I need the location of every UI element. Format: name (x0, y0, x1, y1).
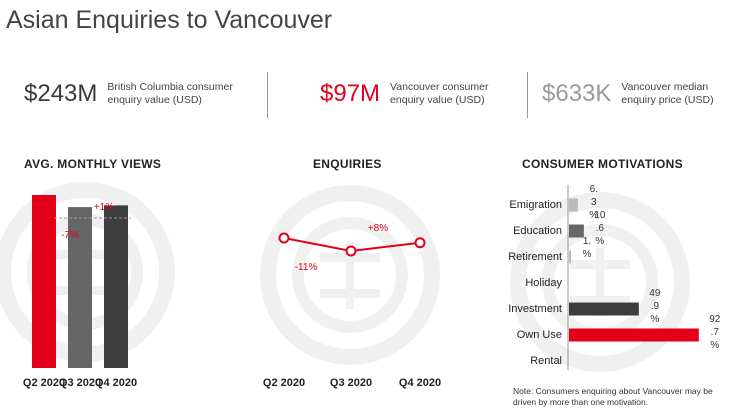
enquiries-chart-title: ENQUIRIES (313, 157, 382, 171)
motivation-value-part: 1. (582, 236, 592, 247)
views-change-label: +1% (94, 202, 114, 213)
motivation-category-label: Investment (508, 303, 562, 315)
motivation-value-part: 49 (649, 288, 661, 299)
motivation-value-part: 3 (591, 197, 597, 208)
motivation-bar (569, 224, 584, 238)
enquiries-change-label: +8% (368, 223, 388, 234)
divider (527, 72, 528, 118)
motivation-value-part: % (710, 340, 720, 351)
enquiries-chart: Q2 2020 Q3 2020 Q4 2020 -11% +8% (263, 223, 441, 389)
stat-value: $633K (542, 80, 612, 107)
motivation-category-label: Rental (530, 355, 562, 367)
motivation-category-label: Retirement (508, 251, 562, 263)
stat-description: Vancouver median enquiry price (USD) (621, 81, 714, 106)
motivation-value-part: .6 (595, 223, 604, 234)
views-bar (32, 195, 56, 368)
motivation-bar (569, 328, 699, 342)
divider (267, 72, 268, 118)
watermark-seal-icon (260, 185, 440, 365)
stat-value: $243M (24, 80, 98, 107)
motivation-value-part: % (582, 249, 592, 260)
motivation-bar (569, 302, 639, 316)
motivation-value-label: 49 .9% (648, 287, 662, 326)
page-title: Asian Enquiries to Vancouver (6, 6, 333, 34)
motivation-value-part: % (595, 236, 605, 247)
motivation-value-part: 6. (589, 184, 598, 195)
views-bar (104, 205, 128, 368)
motivation-value-label: 92 .7% (708, 313, 722, 352)
views-change-label: -7% (61, 230, 79, 241)
motivation-bar (569, 198, 578, 212)
motivation-value-part: 92 (709, 314, 721, 325)
motivations-chart-title: CONSUMER MOTIVATIONS (522, 157, 683, 171)
stat-description: British Columbia consumer enquiry value … (107, 81, 233, 106)
views-x-tick-label: Q4 2020 (95, 377, 137, 389)
motivations-chart (567, 185, 699, 370)
motivation-bar (569, 250, 571, 264)
views-x-tick-label: Q2 2020 (23, 377, 65, 389)
enquiries-point (345, 245, 357, 257)
motivation-category-label: Education (513, 225, 562, 237)
stat-median-price: $633K Vancouver median enquiry price (US… (542, 80, 729, 108)
motivation-category-label: Own Use (516, 329, 562, 341)
motivation-value-part: .7 (710, 327, 719, 338)
stat-value: $97M (320, 80, 381, 107)
enquiries-point (414, 237, 426, 249)
enquiries-x-tick-label: Q3 2020 (330, 377, 372, 389)
stat-bc-value: $243M British Columbia consumer enquiry … (24, 80, 247, 108)
motivation-value-label: 1.% (580, 235, 594, 261)
motivation-value-part: .9 (650, 301, 660, 312)
stat-vancouver-value: $97M Vancouver consumer enquiry value (U… (320, 80, 508, 108)
motivation-value-part: % (589, 210, 599, 221)
enquiries-x-tick-label: Q2 2020 (263, 377, 305, 389)
stat-description: Vancouver consumer enquiry value (USD) (390, 81, 489, 106)
motivation-value-label: 10 .6% (593, 209, 607, 248)
enquiries-change-label: -11% (295, 262, 318, 273)
views-bar (68, 207, 92, 368)
enquiries-point (278, 232, 290, 244)
views-chart-title: AVG. MONTHLY VIEWS (24, 157, 162, 171)
views-x-tick-label: Q3 2020 (59, 377, 101, 389)
enquiries-x-tick-label: Q4 2020 (399, 377, 441, 389)
motivation-category-label: Emigration (509, 199, 562, 211)
motivation-category-label: Holiday (525, 277, 562, 289)
motivation-value-part: 10 (594, 210, 606, 221)
motivation-value-part: % (650, 314, 660, 325)
footnote: Note: Consumers enquiring about Vancouve… (513, 386, 713, 407)
motivation-value-label: 6. 3% (587, 183, 601, 222)
